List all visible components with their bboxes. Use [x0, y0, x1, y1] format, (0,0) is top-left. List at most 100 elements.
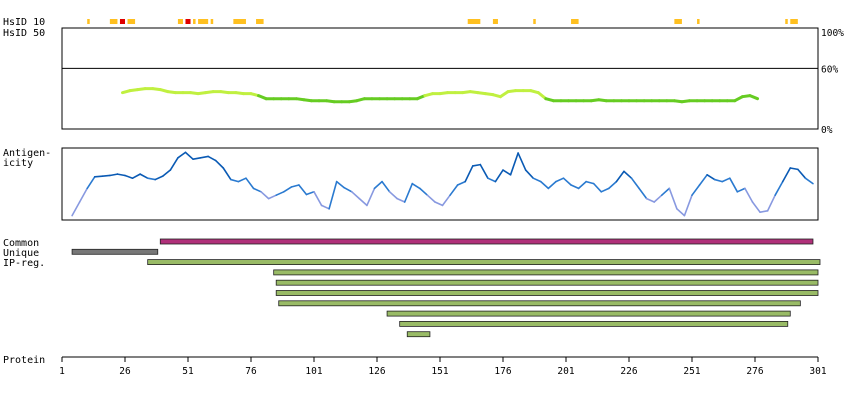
region-bar-ipreg-9 — [406, 331, 431, 338]
antigenicity-segment-1 — [78, 187, 88, 203]
antigenicity-segment-25 — [260, 191, 270, 200]
antigenicity-label-2: icity — [3, 158, 33, 169]
hsid10-segment-8 — [210, 19, 214, 24]
antigenicity-segment-34 — [328, 180, 338, 210]
antigenicity-segment-42 — [388, 191, 398, 200]
antigenicity-segment-85 — [713, 178, 724, 183]
antigenicity-segment-88 — [736, 187, 746, 193]
protein-tick-label-8: 201 — [557, 366, 574, 377]
antigenicity-segment-64 — [555, 177, 565, 183]
antigenicity-segment-48 — [434, 201, 444, 207]
region-bar-unique-1 — [71, 248, 159, 255]
antigenicity-segment-92 — [766, 194, 776, 212]
antigenicity-segment-94 — [781, 167, 792, 183]
antigenicity-segment-41 — [381, 180, 391, 193]
antigenicity-segment-45 — [411, 182, 421, 190]
antigenicity-segment-53 — [471, 163, 482, 167]
protein-tick-label-6: 151 — [431, 366, 448, 377]
antigenicity-segment-90 — [751, 201, 761, 213]
antigenicity-segment-36 — [343, 186, 353, 193]
hsid50-tick-2: 0% — [821, 125, 833, 136]
antigenicity-segment-21 — [230, 178, 240, 183]
antigenicity-segment-89 — [744, 187, 754, 203]
antigenicity-segment-75 — [638, 187, 648, 200]
hsid50-label: HsID 50 — [3, 28, 45, 39]
protein-tick-label-2: 51 — [182, 366, 194, 377]
protein-tick-label-11: 276 — [746, 366, 763, 377]
hsid10-segment-10 — [256, 19, 264, 24]
hsid10-segment-2 — [119, 19, 125, 24]
antigenicity-segment-60 — [524, 169, 535, 179]
antigenicity-label-1: Antigen- — [3, 148, 51, 159]
antigenicity-segment-23 — [245, 177, 255, 190]
antigenicity-segment-67 — [577, 180, 587, 190]
antigenicity-series — [71, 151, 814, 217]
protein-tick-label-0: 1 — [59, 366, 65, 377]
antigenicity-segment-96 — [797, 168, 807, 179]
antigenicity-segment-35 — [335, 180, 346, 189]
ipreg-label: IP-reg. — [3, 258, 45, 269]
hsid10-segment-18 — [790, 19, 798, 24]
antigenicity-segment-58 — [509, 152, 519, 176]
antigenicity-segment-3 — [93, 175, 104, 178]
antigenicity-segment-32 — [313, 191, 323, 207]
region-bar-common-0 — [159, 238, 814, 245]
antigenicity-segment-56 — [494, 169, 504, 183]
hsid50-segment-83 — [748, 94, 760, 101]
region-bar-ipreg-2 — [147, 259, 821, 266]
antigenicity-segment-77 — [653, 194, 663, 203]
hsid50-series — [120, 87, 760, 104]
antigenicity-segment-13 — [169, 157, 179, 171]
antigenicity-segment-28 — [282, 186, 293, 193]
hsid10-segment-12 — [492, 19, 498, 24]
region-bars — [71, 238, 821, 338]
protein-tick-label-3: 76 — [245, 366, 257, 377]
antigenicity-segment-70 — [600, 187, 610, 193]
region-bar-ipreg-6 — [278, 300, 801, 307]
antigenicity-segment-5 — [109, 173, 119, 177]
hsid10-label: HsID 10 — [3, 17, 45, 28]
hsid10-segment-4 — [177, 19, 183, 24]
hsid50-segment-55 — [536, 91, 548, 101]
antigenicity-segment-10 — [146, 177, 157, 181]
antigenicity-segment-61 — [532, 177, 542, 183]
antigenicity-segment-91 — [759, 210, 769, 213]
protein-tick-label-10: 251 — [683, 366, 700, 377]
antigenicity-segment-9 — [139, 173, 149, 179]
hsid50-panel-frame — [61, 27, 819, 130]
antigenicity-segment-69 — [592, 182, 603, 193]
protein-tick-label-4: 101 — [305, 366, 322, 377]
antigenicity-segment-73 — [623, 170, 633, 179]
hsid10-segment-6 — [193, 19, 196, 24]
antigenicity-segment-74 — [630, 177, 640, 190]
protein-axis-ticks: 1 26 51 76 101 126 151 176 201 226 251 276 301 — [59, 357, 827, 377]
antigenicity-segment-52 — [464, 165, 474, 183]
hsid50-tick-1: 60% — [821, 64, 838, 75]
antigenicity-segment-97 — [804, 177, 814, 185]
antigenicity-segment-44 — [403, 182, 414, 203]
hsid10-segment-9 — [233, 19, 246, 24]
hsid10-segment-15 — [674, 19, 682, 24]
antigenicity-segment-8 — [131, 173, 141, 179]
antigenicity-segment-11 — [154, 175, 164, 181]
antigenicity-segment-33 — [320, 204, 330, 210]
region-bar-ipreg-5 — [275, 290, 819, 296]
antigenicity-segment-22 — [237, 177, 247, 183]
antigenicity-segment-27 — [275, 191, 285, 196]
hsid10-segment-7 — [198, 19, 209, 24]
protein-tick-label-5: 126 — [368, 366, 385, 377]
protein-tick-label-12: 301 — [809, 366, 826, 377]
protein-tick-label-7: 176 — [494, 366, 511, 377]
antigenicity-segment-93 — [774, 180, 784, 196]
antigenicity-segment-54 — [479, 163, 489, 179]
antigenicity-segment-40 — [373, 180, 383, 190]
antigenicity-segment-12 — [162, 169, 172, 177]
hsid50-y-ticks: 100% 60% 0% — [821, 28, 844, 136]
region-bar-ipreg-7 — [386, 310, 791, 317]
antigenicity-segment-68 — [585, 180, 595, 185]
antigenicity-segment-65 — [562, 177, 572, 186]
antigenicity-segment-2 — [86, 176, 96, 190]
antigenicity-segment-0 — [71, 201, 81, 217]
antigenicity-segment-14 — [177, 151, 187, 159]
common-label: Common — [3, 238, 39, 249]
